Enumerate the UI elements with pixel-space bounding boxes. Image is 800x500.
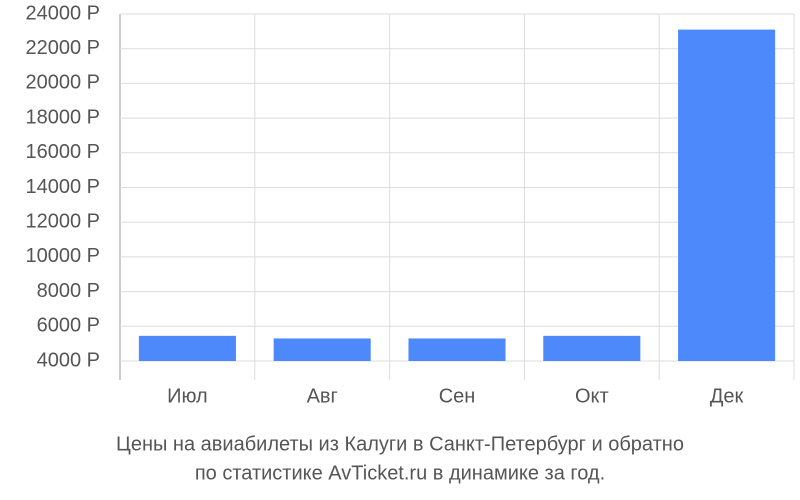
x-tick-label: Июл [167, 385, 208, 407]
x-tick-label: Окт [575, 385, 609, 407]
chart-title: Цены на авиабилеты из Калуги в Санкт-Пет… [116, 433, 684, 455]
bar [138, 335, 236, 361]
y-tick-label: 24000 Р [25, 2, 100, 24]
x-tick-label: Сен [439, 385, 476, 407]
y-tick-label: 6000 Р [37, 315, 100, 337]
y-tick-label: 8000 Р [37, 280, 100, 302]
y-tick-label: 12000 Р [25, 210, 100, 232]
bar [678, 29, 776, 362]
y-tick-label: 22000 Р [25, 37, 100, 59]
chart-title: по статистике AvTicket.ru в динамике за … [195, 462, 605, 484]
bar [408, 338, 506, 361]
y-tick-label: 20000 Р [25, 72, 100, 94]
bar [273, 338, 371, 361]
y-tick-label: 18000 Р [25, 106, 100, 128]
y-tick-label: 4000 Р [37, 349, 100, 371]
x-tick-label: Дек [710, 385, 744, 407]
x-tick-label: Авг [307, 385, 338, 407]
y-tick-label: 16000 Р [25, 141, 100, 163]
bar [543, 335, 641, 361]
y-tick-label: 10000 Р [25, 245, 100, 267]
y-tick-label: 14000 Р [25, 176, 100, 198]
